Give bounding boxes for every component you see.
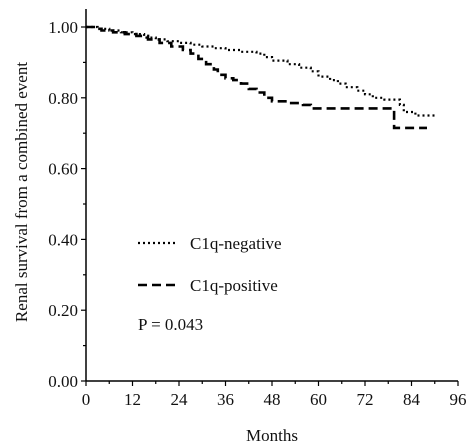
legend: C1q-negative C1q-positive <box>138 234 282 295</box>
series-line-c1q-negative <box>86 25 435 117</box>
y-tick-label: 0.20 <box>48 301 78 320</box>
x-tick-label: 72 <box>357 390 374 409</box>
y-axis-label: Renal survival from a combined event <box>12 62 31 322</box>
x-tick-label: 12 <box>124 390 141 409</box>
x-tick-label: 0 <box>82 390 91 409</box>
x-tick-label: 36 <box>217 390 234 409</box>
series-layer <box>86 25 435 130</box>
legend-label-c1q-positive: C1q-positive <box>190 276 278 295</box>
p-value-annotation: P = 0.043 <box>138 315 203 334</box>
y-tick-label: 0.00 <box>48 372 78 391</box>
legend-label-c1q-negative: C1q-negative <box>190 234 282 253</box>
x-axis-label: Months <box>246 426 298 445</box>
x-tick-label: 84 <box>403 390 421 409</box>
x-tick-label: 96 <box>450 390 467 409</box>
y-tick-label: 0.40 <box>48 230 78 249</box>
x-axis: 0 12 24 36 48 60 72 84 96 <box>82 380 467 409</box>
series-line-c1q-positive <box>86 25 427 130</box>
x-tick-label: 48 <box>264 390 281 409</box>
y-tick-label: 1.00 <box>48 18 78 37</box>
y-tick-label: 0.80 <box>48 89 78 108</box>
y-tick-label: 0.60 <box>48 160 78 179</box>
x-tick-label: 24 <box>171 390 189 409</box>
y-axis: 0.00 0.20 0.40 0.60 0.80 1.00 <box>48 9 87 391</box>
x-tick-label: 60 <box>310 390 327 409</box>
